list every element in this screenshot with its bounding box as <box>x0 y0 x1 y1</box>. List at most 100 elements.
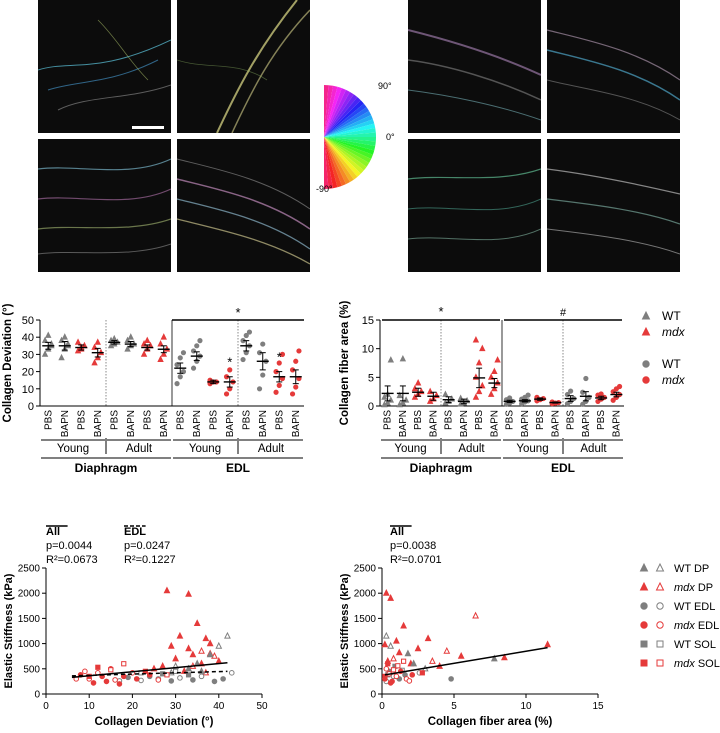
wheel-segment <box>324 137 342 188</box>
data-point <box>395 648 403 656</box>
data-point <box>293 384 299 390</box>
legend-label: WT EDL <box>674 601 715 613</box>
data-point <box>289 391 296 397</box>
x-category-label: BAPN <box>93 410 104 437</box>
data-point <box>273 389 279 395</box>
group-label: Adult <box>258 443 285 455</box>
data-point <box>185 664 192 672</box>
data-point <box>177 374 183 380</box>
legend-marker-filled <box>640 640 648 648</box>
data-point <box>206 639 214 647</box>
data-point <box>392 636 400 644</box>
wheel-segment <box>324 137 361 177</box>
wheel-segment <box>324 137 372 163</box>
data-point <box>121 661 127 667</box>
y-axis-label: Elastic Stiffness (kPa) <box>3 573 15 688</box>
data-point <box>475 358 483 366</box>
data-point <box>172 654 180 662</box>
x-tick-label: 0 <box>43 701 49 712</box>
wheel-segment <box>324 91 354 137</box>
stat-label: EDL <box>124 526 146 538</box>
data-point <box>424 634 432 642</box>
data-point <box>426 387 434 395</box>
data-point <box>144 336 151 344</box>
micrograph-wt-diaphragm <box>38 0 171 133</box>
data-point <box>124 345 131 352</box>
y-tick-label: 10 <box>362 344 374 356</box>
data-point <box>472 336 480 343</box>
collagen-fiber-area-chart: 0 5 10 15 Collagen fiber area (%) PBS BAPN PBS B… <box>339 301 624 475</box>
wheel-segment <box>324 137 376 147</box>
y-tick-label: 15 <box>362 315 374 327</box>
stat-label: All <box>390 526 404 538</box>
legend-label: mdx EDL <box>674 620 719 632</box>
data-point <box>112 677 118 683</box>
data-point <box>157 355 164 362</box>
data-point <box>406 678 413 684</box>
data-point <box>396 391 403 399</box>
data-point <box>401 658 407 664</box>
x-category-label: PBS <box>596 410 607 430</box>
data-point <box>202 634 210 642</box>
micrograph-mdx-edl <box>177 139 310 272</box>
wheel-segment <box>324 107 370 137</box>
legend-marker-filled <box>639 562 649 572</box>
data-point <box>103 678 110 685</box>
x-category-label: PBS <box>241 410 252 430</box>
data-point <box>400 621 408 629</box>
wheel-segment <box>324 132 376 137</box>
stat-p: p=0.0044 <box>46 540 92 552</box>
y-tick-label: 50 <box>22 315 34 327</box>
wheel-segment <box>324 85 329 137</box>
data-point <box>448 676 454 682</box>
data-point <box>240 356 246 363</box>
x-category-label: PBS <box>535 410 546 430</box>
x-tick-label: 15 <box>592 701 604 712</box>
y-axis-label: Collagen fiber area (%) <box>339 301 351 426</box>
data-point <box>228 670 235 676</box>
data-point <box>428 657 436 664</box>
x-category-label: BAPN <box>520 410 531 437</box>
legend-muscle-genotype: WT DP mdx DP WT EDL mdx EDL WT SOL mdx SOL <box>639 562 720 670</box>
data-point <box>472 393 480 400</box>
stat-p: p=0.0247 <box>124 540 170 552</box>
data-point <box>296 348 302 354</box>
data-point <box>177 355 183 361</box>
data-point <box>387 356 395 363</box>
data-point <box>61 333 68 340</box>
data-point <box>410 659 418 667</box>
y-tick-label: 2000 <box>18 589 41 600</box>
x-category-label: PBS <box>109 410 120 430</box>
x-category-label: BAPN <box>550 410 561 437</box>
x-category-label: BAPN <box>225 410 236 437</box>
legend-marker <box>641 326 651 336</box>
legend-marker <box>641 310 651 320</box>
data-point <box>544 640 552 648</box>
group-label: Young <box>394 443 426 455</box>
legend-genotype: WT mdx WT mdx <box>641 309 686 387</box>
x-category-label: PBS <box>43 410 54 430</box>
fit-line <box>384 646 548 676</box>
data-point <box>41 350 49 357</box>
data-point <box>390 654 397 662</box>
wheel-segment <box>324 85 338 137</box>
x-category-label: PBS <box>274 410 285 430</box>
y-tick-label: 0 <box>368 401 374 413</box>
data-point <box>194 343 200 349</box>
data-point <box>177 675 183 681</box>
data-point <box>211 678 218 685</box>
data-point <box>457 394 464 401</box>
data-point <box>260 372 266 378</box>
x-tick-label: 10 <box>84 701 96 712</box>
legend-label: WT <box>662 357 681 371</box>
wheel-segment <box>324 85 334 137</box>
wheel-segment <box>324 137 346 186</box>
muscle-label: EDL <box>551 461 575 475</box>
x-tick-label: 5 <box>451 701 457 712</box>
data-point <box>190 348 197 354</box>
legend-marker-filled <box>640 602 648 610</box>
y-tick-label: 0 <box>28 401 34 413</box>
significance-star: * <box>235 305 240 320</box>
data-point <box>58 353 65 361</box>
data-point <box>185 589 192 597</box>
